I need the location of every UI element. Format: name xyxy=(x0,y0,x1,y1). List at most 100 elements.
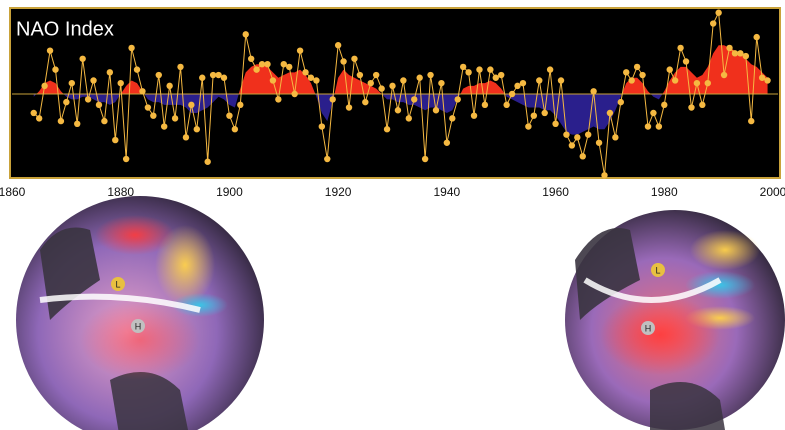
high-marker xyxy=(131,319,145,333)
annual-dot xyxy=(427,71,434,79)
low-marker xyxy=(111,277,125,291)
annual-dot xyxy=(465,69,472,76)
annual-dot xyxy=(655,123,663,130)
annual-dot xyxy=(742,52,750,60)
annual-dot xyxy=(639,71,646,79)
annual-dot xyxy=(128,44,135,52)
annual-dot xyxy=(720,71,728,79)
annual-dot xyxy=(139,88,146,95)
annual-dot xyxy=(101,117,108,125)
annual-dot xyxy=(334,42,342,49)
annual-dot xyxy=(302,69,309,76)
annual-dot xyxy=(688,104,695,111)
annual-dot xyxy=(758,74,766,81)
annual-dot xyxy=(188,101,195,109)
annual-dot xyxy=(536,77,543,84)
annual-dot xyxy=(633,63,641,71)
annual-dot xyxy=(623,69,630,76)
annual-dot xyxy=(753,33,760,41)
annual-dot xyxy=(161,123,168,130)
annual-dot xyxy=(628,77,635,84)
annual-dot xyxy=(617,98,624,106)
annual-dot xyxy=(144,104,152,111)
annual-dot xyxy=(215,71,222,79)
annual-dot xyxy=(264,60,271,68)
annual-line xyxy=(33,10,768,176)
annual-dot xyxy=(644,123,652,130)
annual-dot xyxy=(30,109,37,117)
annual-dot xyxy=(106,69,114,76)
annual-dot xyxy=(237,101,244,109)
globe-negative: L H xyxy=(16,196,264,430)
annual-dot xyxy=(677,44,684,52)
annual-dot xyxy=(487,66,494,73)
annual-dot xyxy=(356,71,364,79)
annual-dot xyxy=(226,112,233,119)
annual-dot xyxy=(199,74,206,81)
annual-dot xyxy=(612,134,619,141)
annual-dot xyxy=(748,117,755,125)
high-label: H xyxy=(645,323,652,333)
annual-dot xyxy=(209,71,217,79)
annual-dot xyxy=(666,66,673,73)
annual-dot xyxy=(117,79,124,87)
annual-dot xyxy=(247,55,255,62)
annual-dot xyxy=(557,77,565,84)
x-tick-label: 1940 xyxy=(434,185,461,199)
annual-dot xyxy=(394,107,402,114)
annual-dot xyxy=(150,112,157,119)
annual-dot xyxy=(242,31,249,38)
annual-dot xyxy=(715,9,722,16)
annual-dot xyxy=(84,96,92,103)
high-marker xyxy=(641,321,655,335)
x-tick-label: 1960 xyxy=(542,185,569,199)
annual-dot xyxy=(351,55,358,62)
annual-dot xyxy=(307,74,315,81)
annual-dot xyxy=(470,112,478,119)
annual-dot xyxy=(57,117,65,125)
annual-dot xyxy=(492,74,499,81)
annual-dot xyxy=(253,66,260,73)
annual-dot xyxy=(459,63,467,71)
annual-dot xyxy=(171,115,179,122)
annual-dot xyxy=(552,120,559,128)
x-tick-label: 1980 xyxy=(651,185,678,199)
annual-dot xyxy=(258,60,266,68)
annual-dot xyxy=(595,139,603,146)
annual-dot xyxy=(95,101,103,109)
annual-dot xyxy=(122,155,130,163)
plot xyxy=(12,9,778,179)
annual-dot xyxy=(546,66,554,73)
annual-dot xyxy=(574,134,581,141)
annual-dot xyxy=(411,96,418,103)
annual-dot xyxy=(405,115,413,122)
annual-dot xyxy=(416,74,423,81)
annual-dot xyxy=(731,50,739,57)
annual-dot xyxy=(481,101,489,109)
annual-dot xyxy=(383,126,391,133)
annual-dot xyxy=(340,58,347,65)
x-tick-label: 1880 xyxy=(107,185,134,199)
low-label: L xyxy=(655,265,660,275)
annual-dot xyxy=(367,79,374,87)
annual-dot xyxy=(661,101,668,109)
annual-dot xyxy=(764,77,771,84)
annual-dot xyxy=(269,77,277,84)
annual-dot xyxy=(682,58,690,65)
annual-dot xyxy=(421,155,429,163)
annual-dot xyxy=(68,79,75,87)
annual-dot xyxy=(563,131,570,138)
annual-dot xyxy=(231,126,239,133)
annual-dot xyxy=(498,71,505,79)
annual-dot xyxy=(182,134,190,141)
annual-dot xyxy=(133,66,141,73)
annual-dot xyxy=(296,47,304,54)
annual-dot xyxy=(699,101,706,109)
annual-dot xyxy=(193,126,201,133)
annual-dot xyxy=(590,88,597,95)
annual-dot xyxy=(519,79,527,87)
annual-dot xyxy=(514,82,521,90)
annual-dot xyxy=(155,71,162,79)
annual-dot xyxy=(671,77,679,84)
